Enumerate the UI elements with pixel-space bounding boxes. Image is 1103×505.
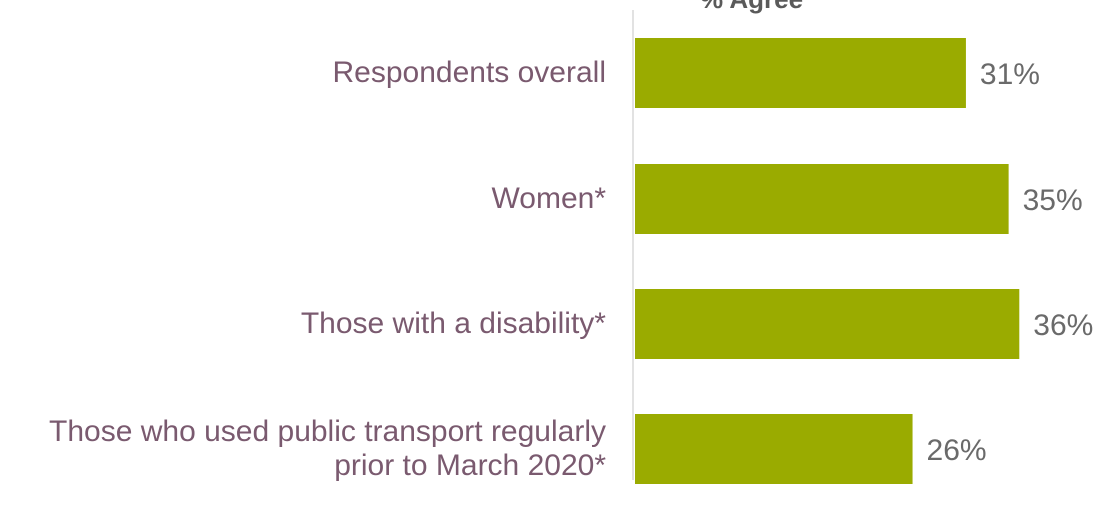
- value-label-1: 35%: [1023, 184, 1083, 217]
- value-label-2: 36%: [1033, 309, 1093, 342]
- bar-1: [635, 164, 1009, 234]
- value-labels-group: 31% 35% 36% 26%: [927, 58, 1094, 467]
- category-label-0: Respondents overall: [332, 56, 606, 89]
- bar-2: [635, 289, 1020, 359]
- chart-title: % Agree: [700, 0, 803, 15]
- category-label-2: Those with a disability*: [300, 307, 606, 340]
- value-label-0: 31%: [980, 58, 1040, 91]
- category-label-1: Women*: [491, 182, 607, 215]
- value-label-3: 26%: [927, 434, 987, 467]
- bars-group: [635, 38, 1020, 484]
- bar-0: [635, 38, 966, 108]
- category-label-3: Those who used public transport regularl…: [49, 415, 606, 482]
- bar-3: [635, 414, 913, 484]
